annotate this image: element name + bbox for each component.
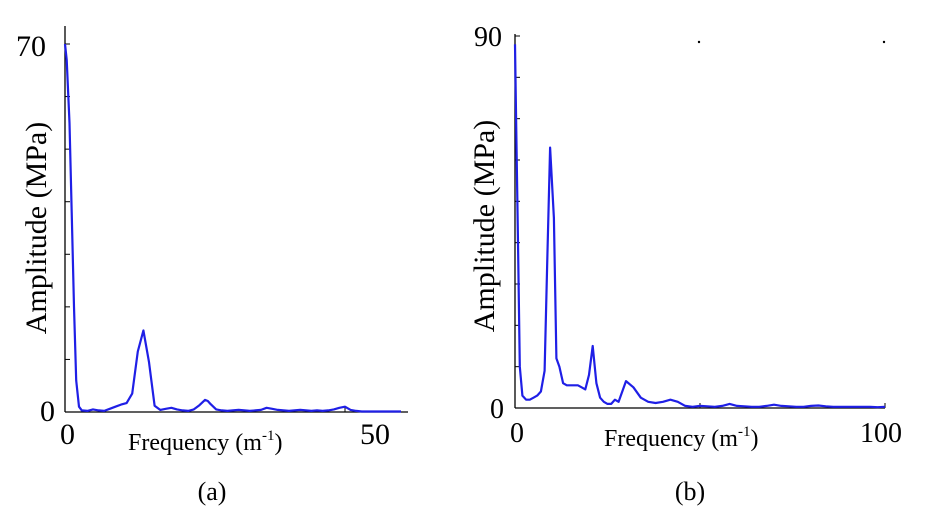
stray-dot bbox=[697, 40, 701, 44]
panel-label-b: (b) bbox=[675, 477, 705, 506]
y-tick-label-zero: 0 bbox=[490, 394, 504, 425]
series-line bbox=[63, 43, 401, 413]
y-tick-label-top: 90 bbox=[474, 22, 502, 53]
stray-dot bbox=[882, 40, 886, 44]
y-axis-label: Amplitude (MPa) bbox=[20, 122, 53, 334]
x-tick-label-100: 100 bbox=[860, 418, 902, 449]
chart-panel-a: 70 0 0 50 Amplitude (MPa) Frequency (m-1… bbox=[16, 26, 408, 506]
x-tick-label-zero: 0 bbox=[510, 418, 524, 449]
y-tick-label-top: 70 bbox=[16, 30, 46, 63]
chart-panel-b: 90 0 0 100 Amplitude (MPa) Frequency (m-… bbox=[468, 22, 902, 506]
panel-label-a: (a) bbox=[198, 477, 227, 506]
y-tick-label-zero: 0 bbox=[40, 395, 55, 428]
series-line bbox=[513, 44, 886, 409]
x-tick-label-50: 50 bbox=[360, 418, 390, 451]
x-axis-label: Frequency (m-1) bbox=[604, 424, 758, 452]
x-axis-label: Frequency (m-1) bbox=[128, 428, 282, 456]
y-axis-label: Amplitude (MPa) bbox=[468, 120, 501, 332]
x-tick-label-zero: 0 bbox=[60, 418, 75, 451]
